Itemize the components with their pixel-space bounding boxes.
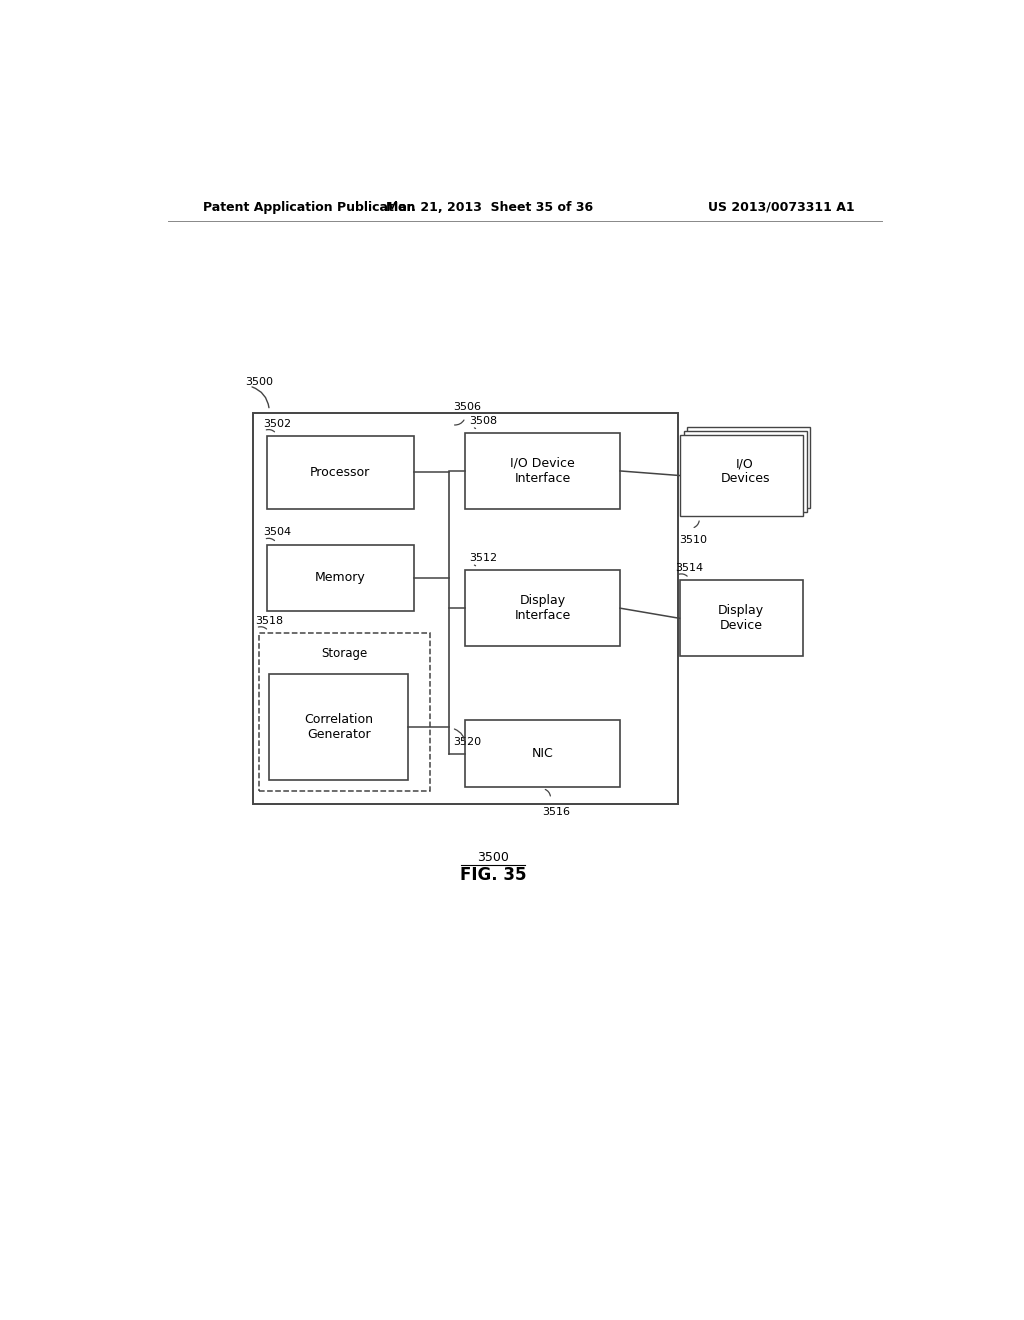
Text: NIC: NIC (531, 747, 554, 760)
Text: 3518: 3518 (255, 616, 283, 626)
Text: I/O Device
Interface: I/O Device Interface (510, 457, 575, 484)
Text: 3508: 3508 (469, 416, 498, 425)
FancyBboxPatch shape (680, 581, 803, 656)
Text: Display
Device: Display Device (718, 605, 764, 632)
FancyBboxPatch shape (680, 434, 803, 516)
Text: Patent Application Publication: Patent Application Publication (204, 201, 416, 214)
Text: 3500: 3500 (246, 378, 273, 387)
FancyBboxPatch shape (259, 634, 430, 791)
Text: 3510: 3510 (680, 535, 708, 545)
FancyBboxPatch shape (253, 412, 678, 804)
FancyBboxPatch shape (684, 430, 807, 512)
FancyBboxPatch shape (267, 545, 414, 611)
Text: 3516: 3516 (543, 807, 570, 817)
Text: Mar. 21, 2013  Sheet 35 of 36: Mar. 21, 2013 Sheet 35 of 36 (385, 201, 593, 214)
FancyBboxPatch shape (465, 721, 620, 787)
Text: Storage: Storage (322, 647, 368, 660)
FancyBboxPatch shape (267, 436, 414, 510)
Text: 3506: 3506 (454, 403, 481, 412)
FancyBboxPatch shape (465, 570, 620, 647)
Text: 3502: 3502 (263, 418, 291, 429)
Text: Correlation
Generator: Correlation Generator (304, 713, 373, 741)
Text: 3520: 3520 (454, 738, 481, 747)
FancyBboxPatch shape (465, 433, 620, 510)
Text: Display
Interface: Display Interface (514, 594, 570, 622)
Text: 3504: 3504 (263, 528, 291, 537)
Text: FIG. 35: FIG. 35 (460, 866, 526, 884)
Text: 3500: 3500 (477, 851, 509, 865)
FancyBboxPatch shape (269, 673, 409, 780)
Text: Memory: Memory (315, 572, 366, 585)
Text: I/O
Devices: I/O Devices (720, 458, 770, 486)
Text: US 2013/0073311 A1: US 2013/0073311 A1 (708, 201, 854, 214)
Text: 3514: 3514 (676, 564, 703, 573)
Text: 3512: 3512 (469, 553, 498, 562)
FancyBboxPatch shape (687, 426, 811, 508)
Text: Processor: Processor (310, 466, 371, 479)
